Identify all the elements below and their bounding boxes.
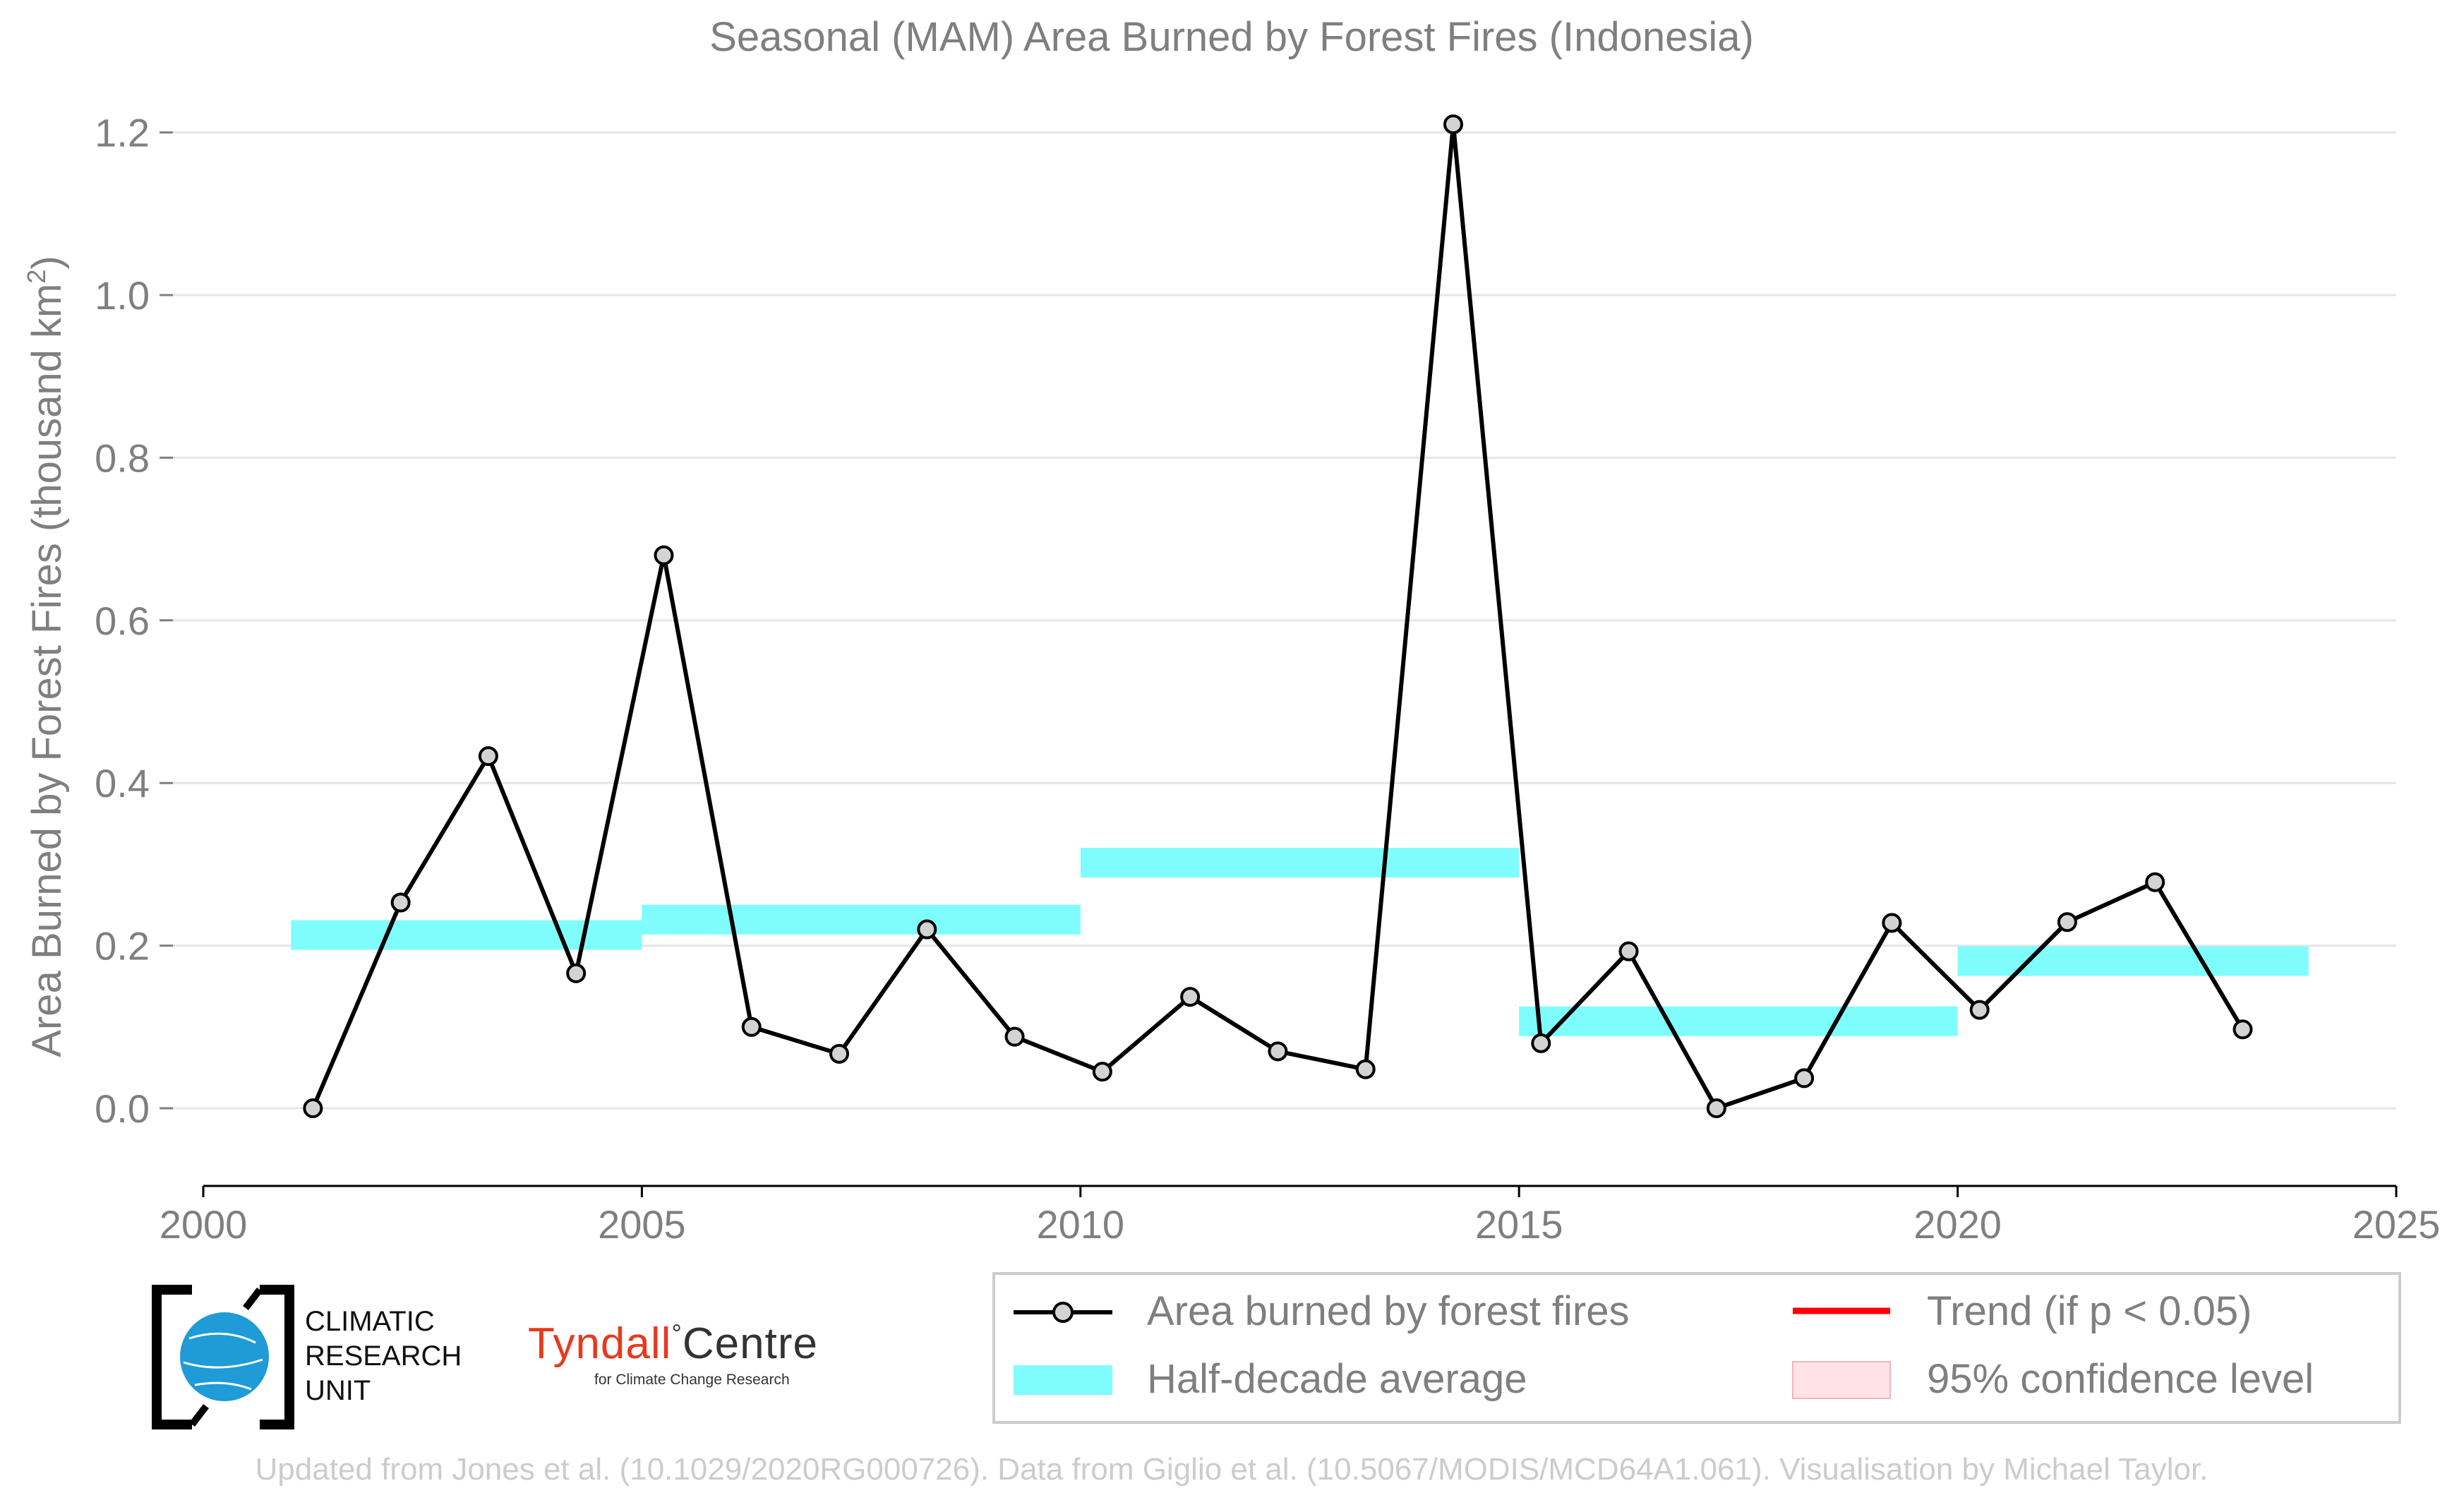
series-area-burned [303,114,2253,1118]
series-line [311,122,2245,1110]
half-decade-average-bar [1957,946,2309,976]
data-point [654,545,674,565]
legend-label-area-burned: Area burned by forest fires [1147,1288,1629,1334]
y-axis-label: Area Burned by Forest Fires (thousand km… [22,256,70,1057]
data-point [390,892,411,913]
legend-label-trend: Trend (if p < 0.05) [1927,1288,2252,1334]
x-axis: 2000 2005 2010 2015 2020 2025 [160,1185,2441,1247]
legend-swatch-confidence [1792,1361,1891,1399]
legend-frame [992,1272,2401,1424]
data-point [917,919,937,940]
y-tick-label: 0.2 [95,924,150,969]
tyndall-logo-main: Centre [682,1319,818,1368]
tyndall-logo-red: Tyndall [528,1319,672,1368]
tyndall-logo-degree: ° [671,1319,683,1348]
legend: Area burned by forest fires Half-decade … [992,1272,2401,1424]
data-point [566,963,587,983]
cru-logo-line: UNIT [305,1375,371,1406]
data-point [1969,1000,1990,1020]
y-tick-label: 1.2 [95,111,150,155]
x-tick-label: 2000 [160,1202,248,1247]
data-point [829,1043,850,1064]
data-point [1180,987,1201,1007]
x-tick-label: 2005 [598,1202,686,1247]
y-tick-label: 1.0 [95,273,150,318]
cru-logo-text: CLIMATIC RESEARCH UNIT [305,1305,462,1408]
x-tick-label: 2020 [1913,1202,2002,1247]
data-point [1443,114,1463,135]
tyndall-logo: Tyndall°Centre for Climate Change Resear… [528,1319,818,1389]
x-tick-label: 2015 [1475,1202,1563,1247]
data-point [2145,872,2165,892]
y-axis: 0.0 0.2 0.4 0.6 0.8 1.0 1.2 [95,111,173,1131]
data-point [1794,1068,1815,1089]
data-point [1004,1026,1025,1047]
x-tick-label: 2010 [1037,1202,1125,1247]
legend-swatch-marker [1052,1302,1074,1323]
y-tick-label: 0.4 [95,761,150,805]
data-point [303,1098,323,1118]
data-point [741,1017,762,1037]
data-point [2232,1019,2253,1040]
data-point [2057,912,2077,933]
footer-credit: Updated from Jones et al. (10.1029/2020R… [256,1452,2208,1487]
cru-logo-line: RESEARCH [305,1341,462,1372]
y-tick-label: 0.0 [95,1086,150,1131]
x-tick-label: 2025 [2352,1202,2441,1247]
y-tick-label: 0.8 [95,436,150,480]
y-tick-label: 0.6 [95,599,150,643]
data-point [1882,913,1902,933]
half-decade-average-bar [291,920,642,950]
cru-logo-line: CLIMATIC [305,1306,435,1337]
legend-label-confidence: 95% confidence level [1927,1356,2314,1402]
data-point [478,746,498,767]
data-point [1268,1041,1288,1062]
half-decade-average-bars [291,848,2309,1036]
data-point [1092,1062,1112,1082]
half-decade-average-bar [642,904,1081,935]
half-decade-average-bar [1080,848,1520,878]
cru-logo [152,1285,294,1429]
data-point [1618,941,1639,961]
tyndall-logo-sub: for Climate Change Research [594,1372,790,1388]
data-point [1355,1059,1376,1079]
legend-label-half-decade: Half-decade average [1147,1356,1527,1402]
half-decade-average-bar [1519,1006,1958,1036]
chart-title: Seasonal (MAM) Area Burned by Forest Fir… [709,14,1754,60]
data-point [1706,1098,1726,1118]
data-point [1531,1033,1551,1053]
legend-swatch-half-decade [1014,1365,1112,1395]
svg-text:Area Burned by Forest Fires (t: Area Burned by Forest Fires (thousand km… [22,256,70,1057]
